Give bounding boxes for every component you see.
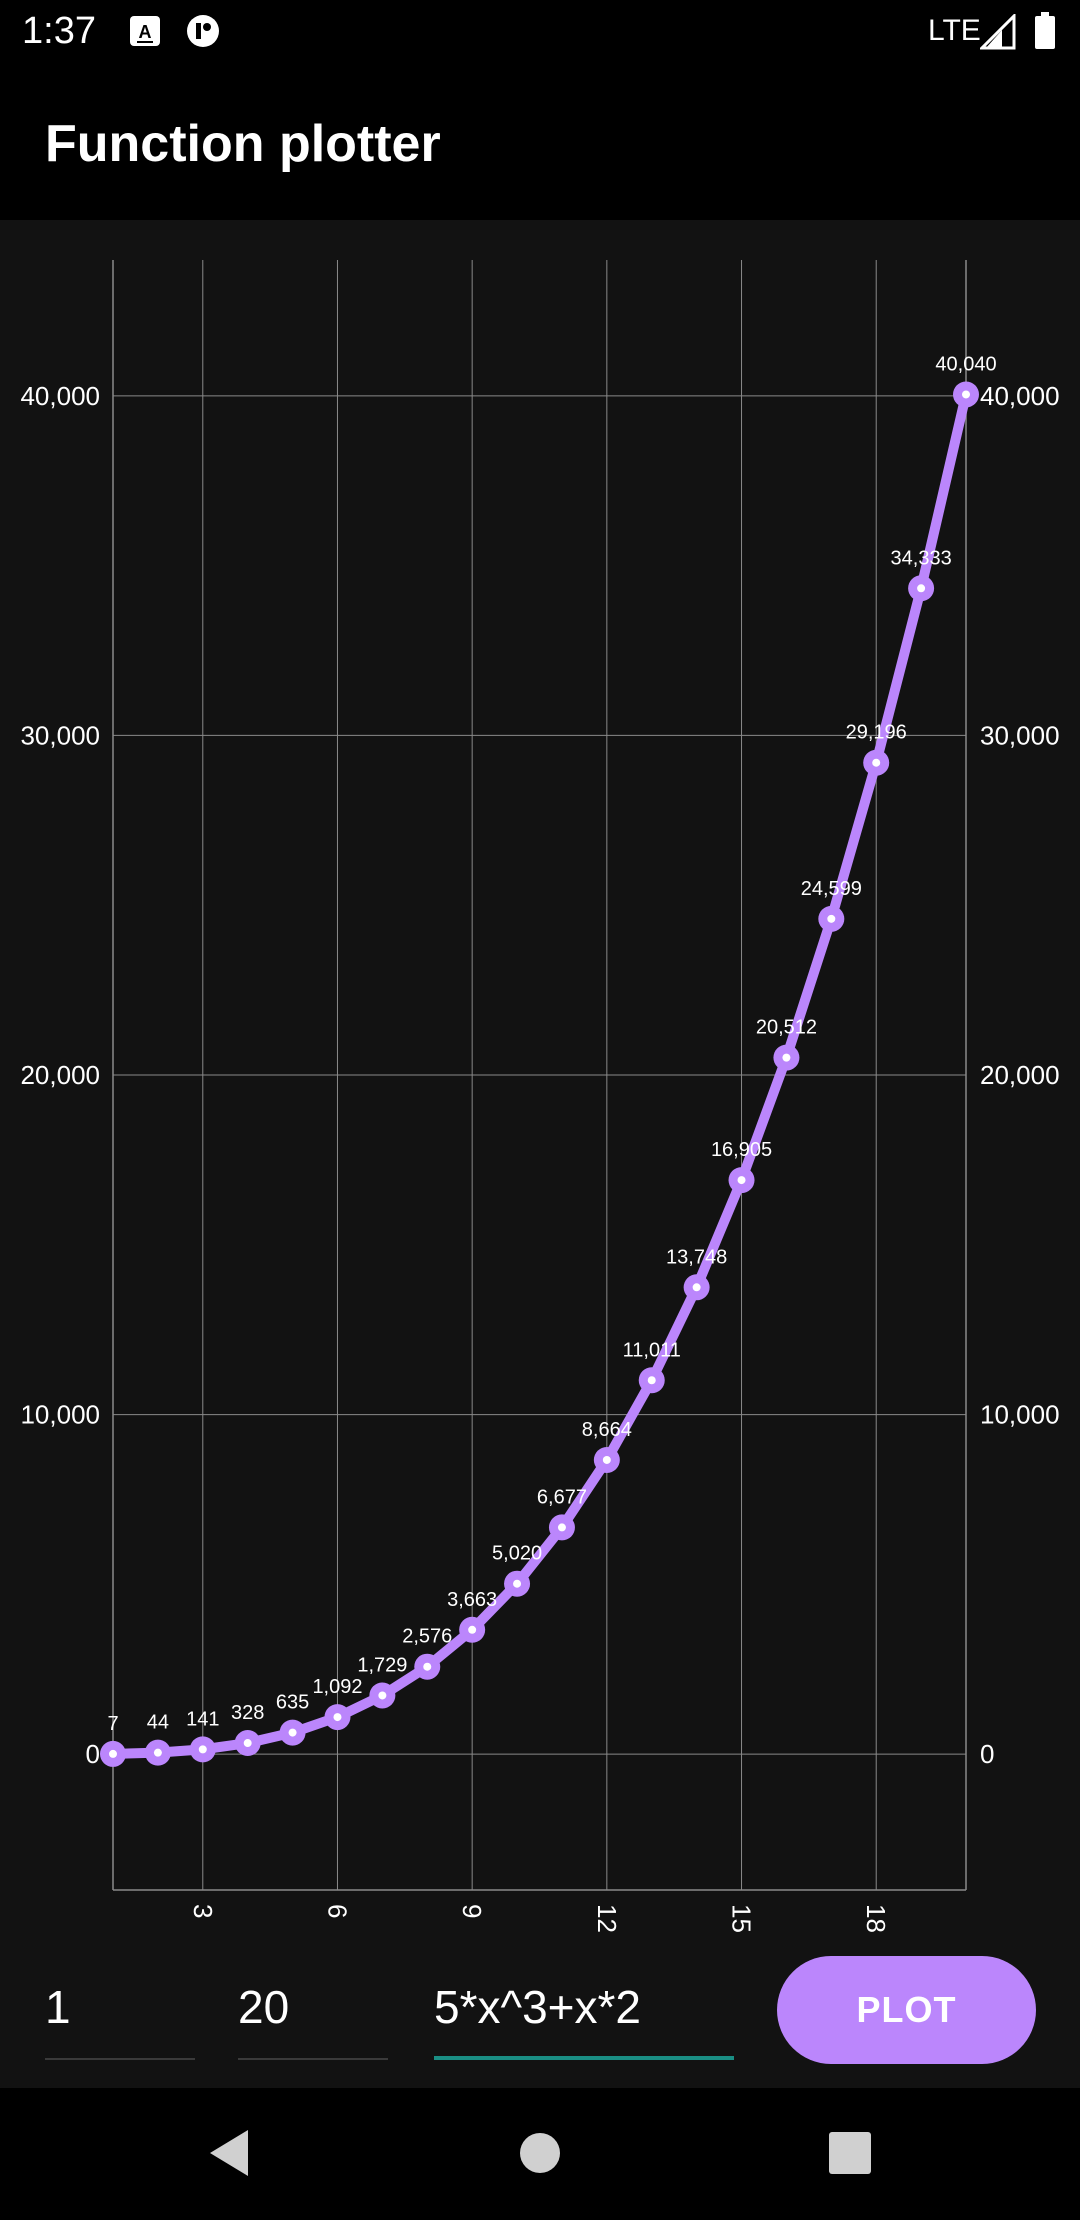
data-point-center: [243, 1739, 252, 1748]
data-label: 11,011: [623, 1339, 681, 1361]
y-tick-label-right: 10,000: [980, 1400, 1060, 1430]
data-point-center: [692, 1283, 701, 1292]
x-tick-label: 3: [188, 1904, 218, 1918]
data-label: 16,905: [711, 1139, 772, 1161]
range-to-input[interactable]: [238, 1972, 388, 2042]
range-from-underline: [45, 2058, 195, 2060]
y-tick-label-left: 30,000: [20, 720, 100, 750]
function-underline: [434, 2056, 734, 2060]
x-tick-label: 18: [861, 1904, 891, 1933]
range-from-input[interactable]: [45, 1972, 195, 2042]
y-tick-label-left: 40,000: [20, 381, 100, 411]
home-icon[interactable]: [505, 2118, 575, 2188]
data-label: 1,729: [357, 1654, 407, 1676]
data-point-center: [557, 1523, 566, 1532]
status-time: 1:37: [22, 10, 96, 52]
data-label: 40,040: [935, 353, 996, 375]
range-to-field[interactable]: [238, 1972, 388, 2060]
data-point-center: [602, 1455, 611, 1464]
y-tick-label-left: 10,000: [20, 1400, 100, 1430]
battery-icon: [1035, 12, 1055, 49]
data-point-center: [647, 1376, 656, 1385]
y-tick-label-right: 40,000: [980, 381, 1060, 411]
function-chart: 0 0 10,000 10,000 20,000 20,000 30,000 30,000 40…: [20, 260, 1060, 1933]
app-bar: Function plotter: [0, 66, 1080, 220]
function-field[interactable]: [434, 1972, 734, 2060]
app-notification-icon: [187, 15, 219, 47]
data-label: 24,599: [801, 878, 862, 900]
range-from-field[interactable]: [45, 1972, 195, 2060]
data-label: 3,663: [447, 1589, 497, 1611]
data-label: 2,576: [402, 1626, 452, 1648]
y-tick-label-right: 30,000: [980, 720, 1060, 750]
data-label: 635: [276, 1692, 309, 1714]
signal-icon: [980, 14, 1016, 50]
network-type: LTE: [928, 14, 981, 47]
y-tick-label-left: 20,000: [20, 1060, 100, 1090]
data-label: 1,092: [312, 1676, 362, 1698]
data-point-center: [737, 1176, 746, 1185]
data-label: 13,748: [666, 1246, 727, 1268]
range-to-underline: [238, 2058, 388, 2060]
data-label: 328: [231, 1702, 264, 1724]
data-point-center: [468, 1625, 477, 1634]
x-tick-label: 12: [592, 1904, 622, 1933]
x-tick-label: 9: [457, 1904, 487, 1918]
main-content: 0 0 10,000 10,000 20,000 20,000 30,000 30,000 40…: [0, 220, 1080, 2088]
data-label: 20,512: [756, 1017, 817, 1039]
data-label: 7: [107, 1713, 118, 1735]
data-point-center: [153, 1748, 162, 1757]
recents-icon[interactable]: [815, 2118, 885, 2188]
svg-text:A: A: [139, 22, 152, 42]
data-point-center: [378, 1691, 387, 1700]
data-label: 5,020: [492, 1543, 542, 1565]
data-label: 34,333: [891, 547, 952, 569]
navigation-bar: [0, 2088, 1080, 2220]
data-label: 29,196: [846, 722, 907, 744]
y-tick-label-right: 0: [980, 1739, 994, 1769]
data-label: 8,664: [582, 1419, 632, 1441]
data-point-center: [333, 1713, 342, 1722]
plot-button[interactable]: PLOT: [777, 1956, 1036, 2064]
data-point-center: [423, 1662, 432, 1671]
y-tick-label-left: 0: [86, 1739, 100, 1769]
status-bar: 1:37 A LTE: [0, 0, 1080, 66]
data-point-center: [827, 914, 836, 923]
y-tick-label-right: 20,000: [980, 1060, 1060, 1090]
data-label: 44: [147, 1712, 169, 1734]
data-point-center: [198, 1745, 207, 1754]
page-title: Function plotter: [45, 115, 441, 173]
data-label: 141: [186, 1708, 219, 1730]
x-tick-label: 15: [727, 1904, 757, 1933]
data-point-center: [782, 1053, 791, 1062]
data-point-center: [109, 1749, 117, 1758]
data-point-center: [288, 1728, 297, 1737]
function-input[interactable]: [434, 1972, 734, 2042]
data-point-center: [872, 758, 881, 767]
data-point-center: [513, 1579, 522, 1588]
data-point-center: [917, 584, 926, 593]
data-label: 6,677: [537, 1486, 587, 1508]
keyboard-a-icon: A: [130, 16, 160, 46]
data-point-center: [962, 390, 970, 399]
back-icon[interactable]: [198, 2118, 268, 2188]
x-tick-label: 6: [322, 1904, 352, 1918]
